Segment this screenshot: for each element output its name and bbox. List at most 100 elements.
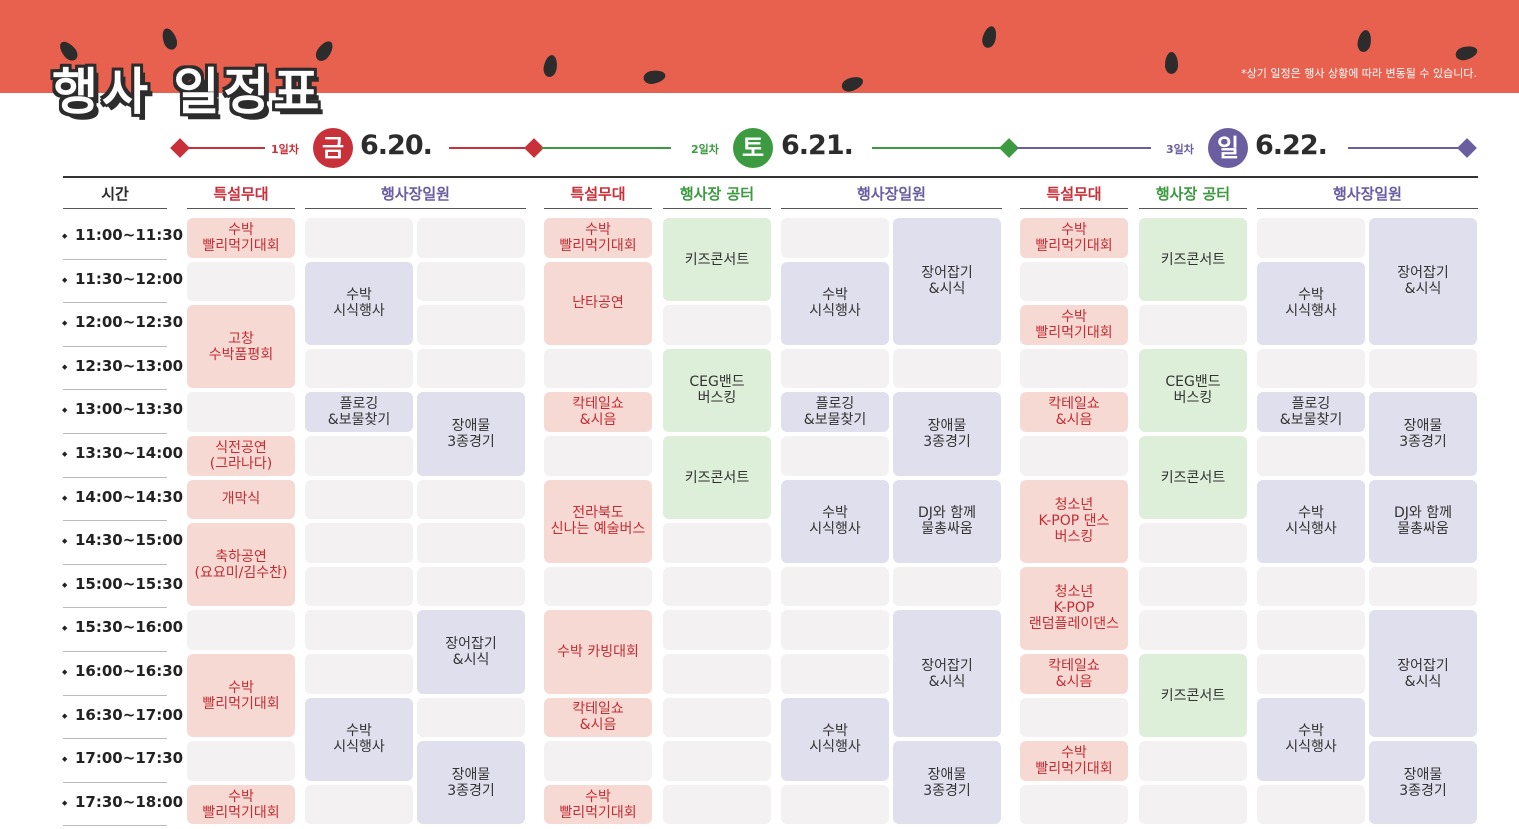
day2-line-right xyxy=(872,147,1002,149)
empty-slot xyxy=(417,348,525,389)
empty-slot xyxy=(305,784,413,825)
empty-slot xyxy=(663,566,771,607)
day3-date: 6.22. xyxy=(1255,130,1328,161)
event-cell-kids-concert: 키즈콘서트 xyxy=(1139,218,1247,302)
empty-slot xyxy=(1020,348,1128,389)
time-row-divider xyxy=(63,258,167,260)
empty-slot xyxy=(893,348,1001,389)
empty-slot xyxy=(305,610,413,650)
col-d1-venue-header: 행사장일원 xyxy=(380,185,450,203)
event-cell-jeonbuk-bus: 전라북도 신나는 예술버스 xyxy=(544,479,652,563)
empty-slot xyxy=(305,566,413,607)
event-cell-opening: 개막식 xyxy=(187,479,295,520)
empty-slot xyxy=(544,348,652,389)
event-cell-kids-concert: 키즈콘서트 xyxy=(663,436,771,520)
event-cell-watermelon-tasting: 수박 시식행사 xyxy=(305,697,413,781)
time-row-divider xyxy=(63,738,167,740)
empty-slot xyxy=(1257,436,1365,476)
event-cell-watermelon-eating: 수박 빨리먹기대회 xyxy=(1020,218,1128,258)
empty-slot xyxy=(663,305,771,345)
event-cell-obstacle: 장애물 3종경기 xyxy=(1369,392,1477,476)
empty-slot xyxy=(1020,784,1128,825)
empty-slot xyxy=(1020,261,1128,302)
empty-slot xyxy=(663,697,771,738)
time-slot-label: 15:00~15:30 xyxy=(62,575,183,593)
empty-slot xyxy=(1257,566,1365,607)
event-cell-kids-concert: 키즈콘서트 xyxy=(1139,654,1247,738)
event-cell-pre-show: 식전공연 (그라나다) xyxy=(187,436,295,476)
empty-slot xyxy=(1139,784,1247,825)
event-cell-obstacle: 장애물 3종경기 xyxy=(893,392,1001,476)
day1-label: 1일차 xyxy=(271,143,299,156)
empty-slot xyxy=(544,566,652,607)
col-rule xyxy=(187,208,295,209)
empty-slot xyxy=(663,654,771,694)
empty-slot xyxy=(893,566,1001,607)
empty-slot xyxy=(1257,784,1365,825)
day2-line xyxy=(541,147,671,149)
time-slot-label: 11:00~11:30 xyxy=(62,226,183,244)
empty-slot xyxy=(417,218,525,258)
time-slot-label: 11:30~12:00 xyxy=(62,270,183,288)
event-cell-eel-catch: 장어잡기 &시식 xyxy=(893,218,1001,345)
empty-slot xyxy=(305,523,413,563)
col-d2-park-header: 행사장 공터 xyxy=(679,185,755,203)
event-cell-watermelon-eating: 수박 빨리먹기대회 xyxy=(1020,305,1128,345)
event-cell-ceg-band: CEG밴드 버스킹 xyxy=(1139,348,1247,432)
time-slot-label: 17:30~18:00 xyxy=(62,793,183,811)
col-rule xyxy=(781,208,1002,209)
event-cell-watermelon-eating: 수박 빨리먹기대회 xyxy=(1020,741,1128,781)
time-slot-label: 16:00~16:30 xyxy=(62,662,183,680)
time-slot-label: 12:30~13:00 xyxy=(62,357,183,375)
header-banner xyxy=(0,0,1519,93)
event-cell-youth-kpop-random: 청소년 K-POP 랜덤플레이댄스 xyxy=(1020,566,1128,650)
empty-slot xyxy=(305,654,413,694)
day3-label: 3일차 xyxy=(1166,143,1194,156)
event-cell-watermelon-eating: 수박 빨리먹기대회 xyxy=(544,784,652,825)
event-cell-watermelon-eating: 수박 빨리먹기대회 xyxy=(187,218,295,258)
empty-slot xyxy=(187,261,295,302)
page-title: 행사 일정표 xyxy=(52,63,324,121)
empty-slot xyxy=(305,348,413,389)
empty-slot xyxy=(781,218,889,258)
event-cell-cocktail: 칵테일쇼 &시음 xyxy=(544,697,652,738)
event-cell-watermelon-eating: 수박 빨리먹기대회 xyxy=(187,784,295,825)
day3-line-right xyxy=(1348,147,1460,149)
event-cell-carving: 수박 카빙대회 xyxy=(544,610,652,694)
event-cell-kids-concert: 키즈콘서트 xyxy=(1139,436,1247,520)
time-row-divider xyxy=(63,781,167,783)
empty-slot xyxy=(1020,436,1128,476)
watermelon-seed-icon xyxy=(1165,52,1178,74)
time-row-divider xyxy=(63,433,167,434)
col-time-header: 시간 xyxy=(101,185,129,203)
col-rule xyxy=(544,208,652,209)
col-rule xyxy=(1257,208,1478,209)
time-row-divider xyxy=(63,563,167,565)
day2-weekday: 토 xyxy=(733,128,773,168)
empty-slot xyxy=(781,654,889,694)
time-row-divider xyxy=(63,345,167,347)
col-d3-stage-header: 특설무대 xyxy=(1046,185,1102,203)
header-rule xyxy=(63,176,1478,178)
event-cell-gochang-judging: 고창 수박품평회 xyxy=(187,305,295,389)
empty-slot xyxy=(1139,566,1247,607)
event-cell-obstacle: 장애물 3종경기 xyxy=(893,741,1001,825)
col-rule xyxy=(1139,208,1247,209)
schedule-notice: *상기 일정은 행사 상황에 따라 변동될 수 있습니다. xyxy=(1241,67,1477,80)
day3-weekday: 일 xyxy=(1208,128,1248,168)
col-rule xyxy=(663,208,771,209)
event-cell-eel-catch: 장어잡기 &시식 xyxy=(893,610,1001,738)
event-cell-plogging: 플로깅 &보물찾기 xyxy=(781,392,889,432)
col-d3-park-header: 행사장 공터 xyxy=(1155,185,1231,203)
empty-slot xyxy=(781,436,889,476)
empty-slot xyxy=(417,523,525,563)
end-diamond-icon xyxy=(1457,138,1477,158)
empty-slot xyxy=(305,436,413,476)
day1-weekday: 금 xyxy=(313,128,353,168)
empty-slot xyxy=(1257,348,1365,389)
event-cell-plogging: 플로깅 &보물찾기 xyxy=(1257,392,1365,432)
col-rule xyxy=(1020,208,1128,209)
time-row-divider xyxy=(63,302,167,304)
event-cell-youth-kpop-busking: 청소년 K-POP 댄스 버스킹 xyxy=(1020,479,1128,563)
empty-slot xyxy=(544,741,652,781)
